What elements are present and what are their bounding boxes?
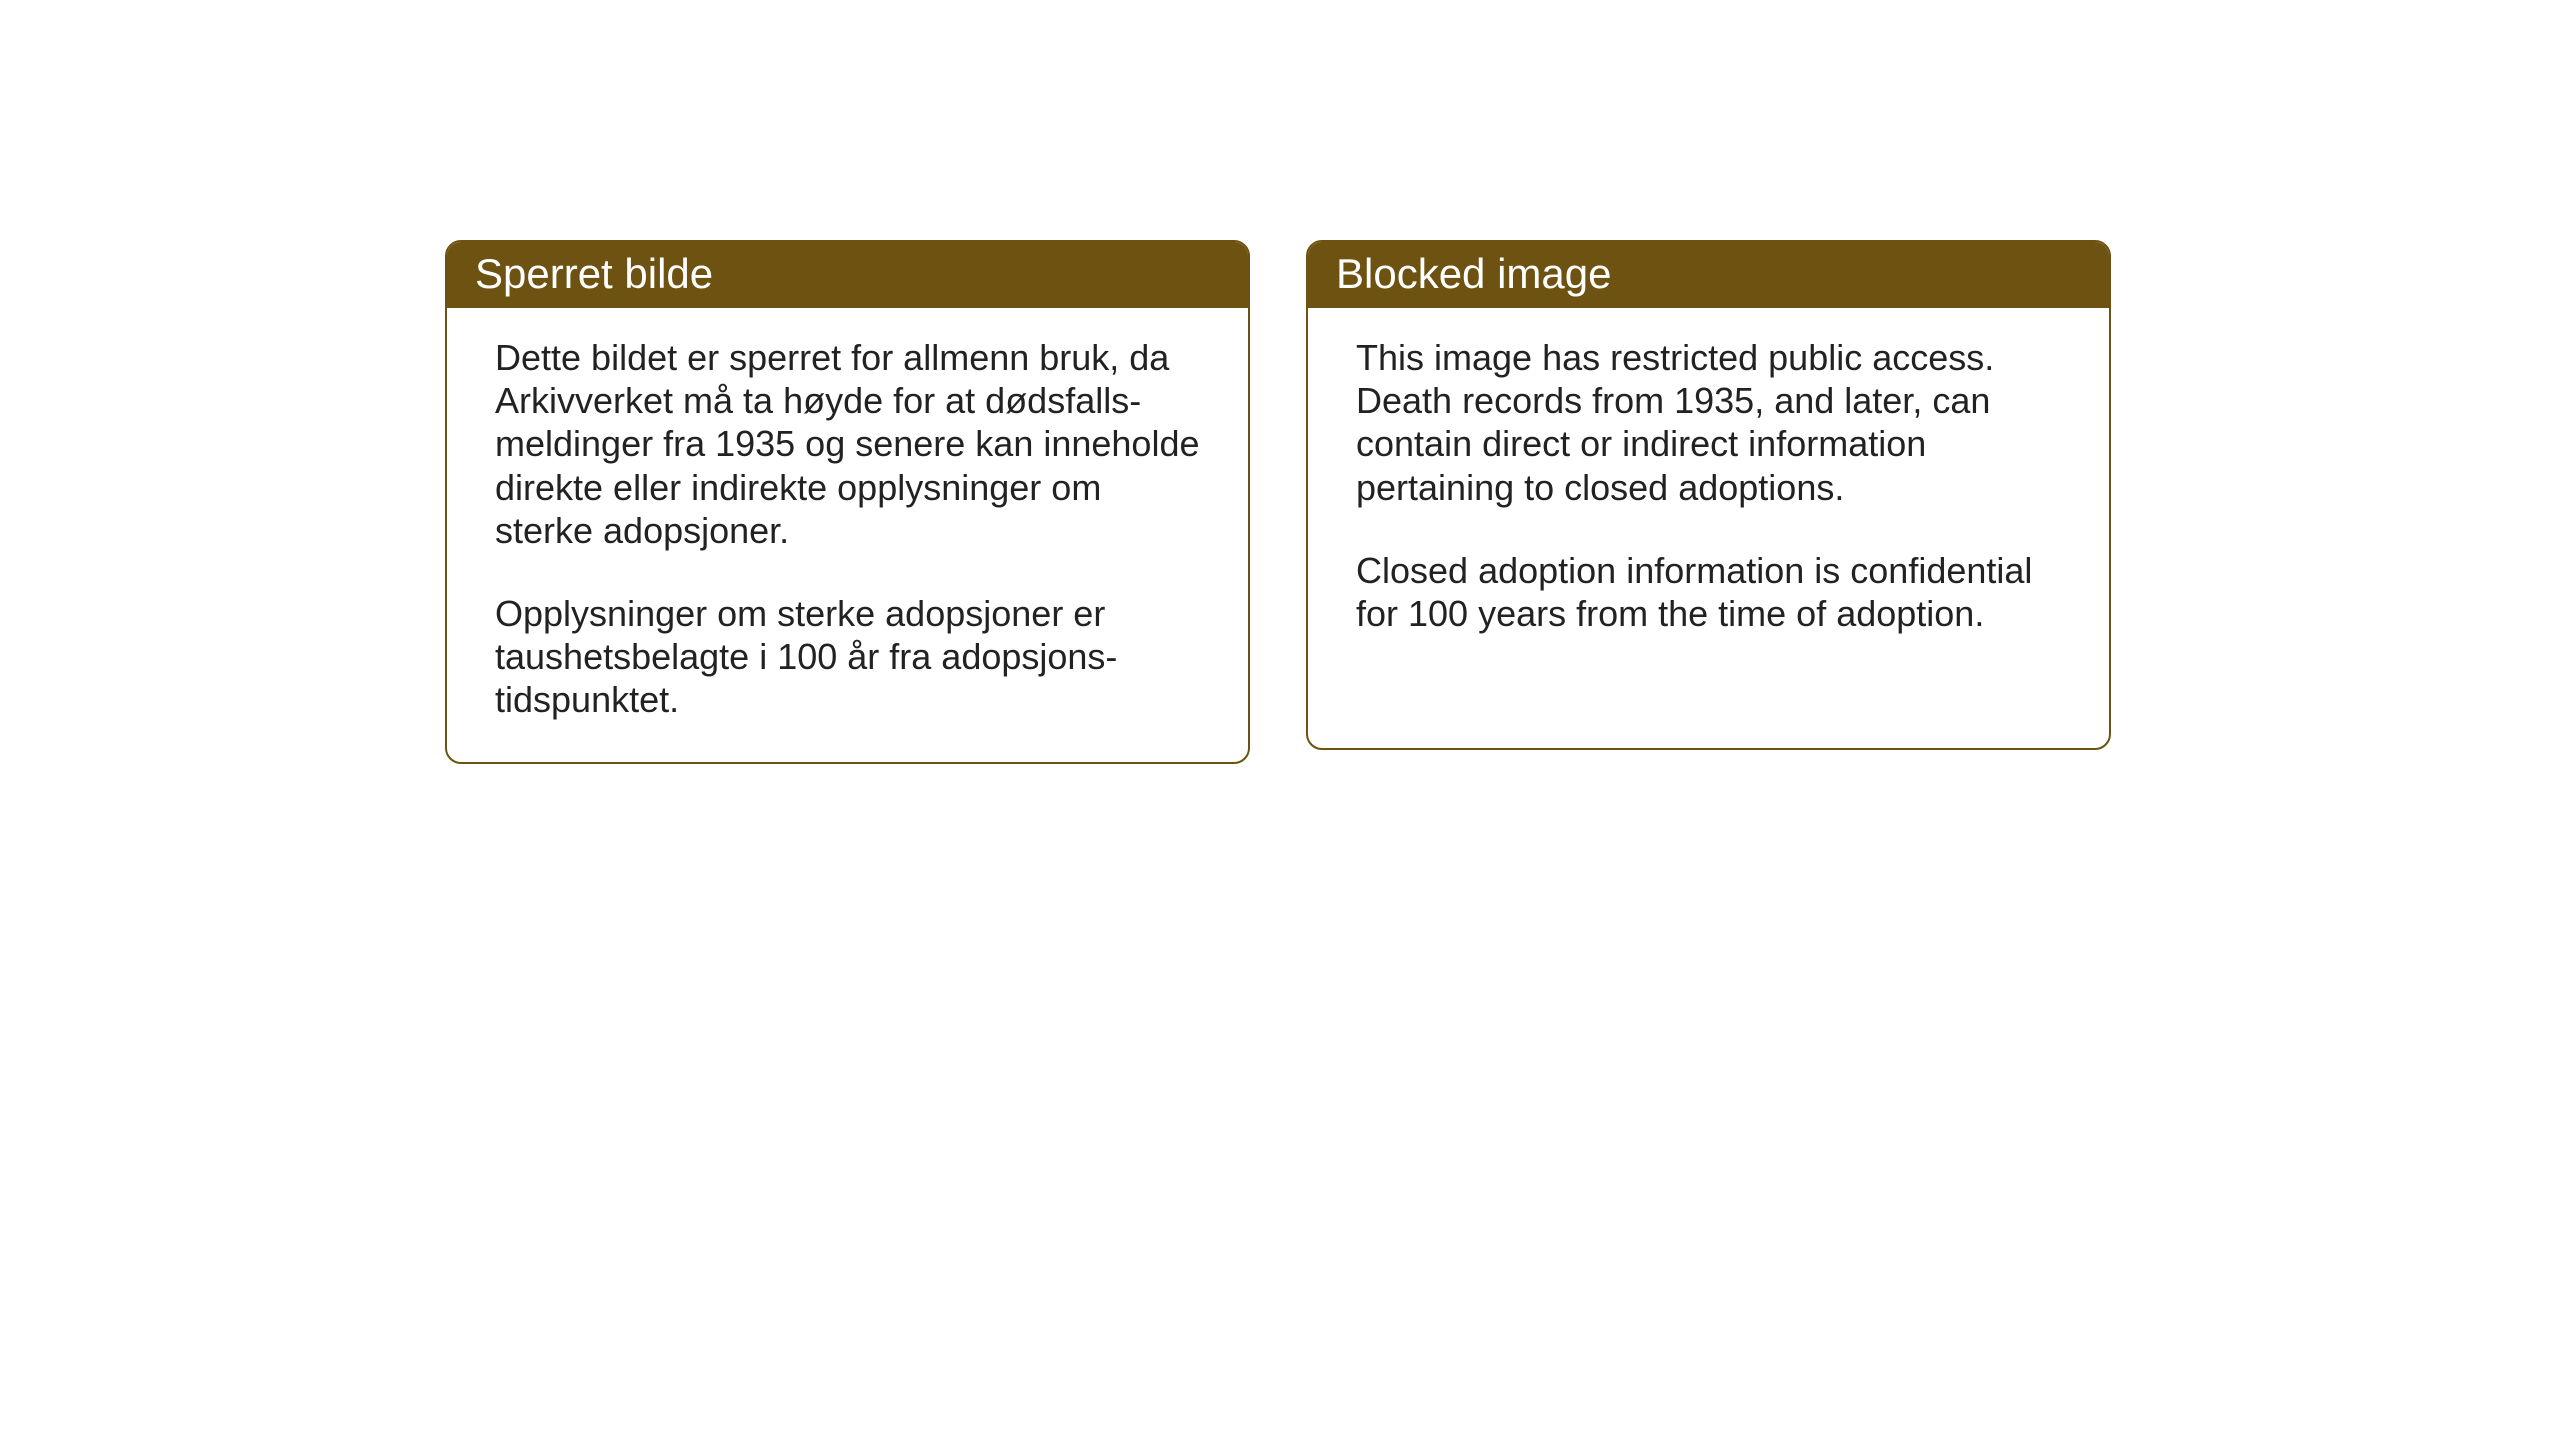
paragraph-english-1: This image has restricted public access.… (1356, 336, 2067, 509)
paragraph-norwegian-1: Dette bildet er sperret for allmenn bruk… (495, 336, 1206, 552)
panel-body-english: This image has restricted public access.… (1308, 308, 2109, 675)
notice-container: Sperret bilde Dette bildet er sperret fo… (445, 240, 2111, 764)
paragraph-english-2: Closed adoption information is confident… (1356, 549, 2067, 635)
notice-panel-norwegian: Sperret bilde Dette bildet er sperret fo… (445, 240, 1250, 764)
panel-body-norwegian: Dette bildet er sperret for allmenn bruk… (447, 308, 1248, 762)
panel-header-norwegian: Sperret bilde (447, 242, 1248, 308)
notice-panel-english: Blocked image This image has restricted … (1306, 240, 2111, 750)
panel-header-english: Blocked image (1308, 242, 2109, 308)
paragraph-norwegian-2: Opplysninger om sterke adopsjoner er tau… (495, 592, 1206, 722)
